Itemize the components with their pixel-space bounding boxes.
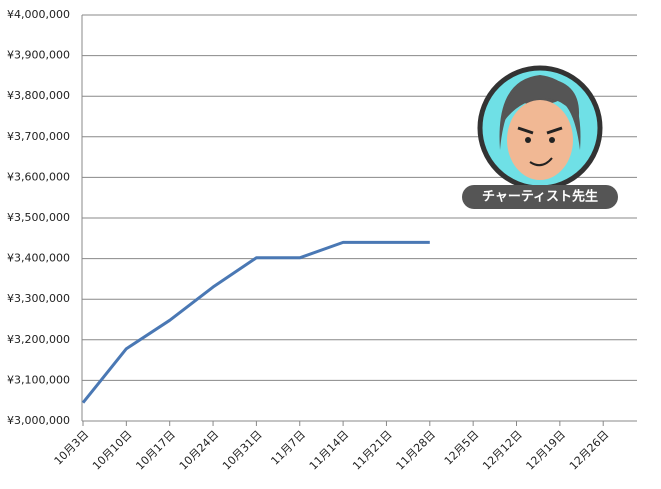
x-tick-label: 10月24日 bbox=[177, 428, 222, 473]
x-tick-label: 11月28日 bbox=[393, 428, 438, 473]
y-tick-label: ¥3,600,000 bbox=[7, 170, 70, 183]
line bbox=[81, 240, 430, 404]
x-tick-label: 12月26日 bbox=[567, 428, 612, 473]
annotation: チャーティスト先生 bbox=[482, 189, 598, 205]
avatar bbox=[477, 65, 603, 191]
y-tick-label: ¥3,500,000 bbox=[7, 211, 70, 224]
x-tick-label: 11月7日 bbox=[268, 428, 308, 468]
y-tick-label: ¥3,700,000 bbox=[7, 130, 70, 143]
x-tick-label: 10月31日 bbox=[220, 428, 265, 473]
y-tick-label: ¥3,800,000 bbox=[7, 89, 70, 102]
x-tick-label: 11月21日 bbox=[350, 428, 395, 473]
x-tick-label: 10月10日 bbox=[90, 428, 135, 473]
x-tick-label: 12月5日 bbox=[442, 428, 482, 468]
x-tick-label: 10月3日 bbox=[52, 428, 92, 468]
y-tick-label: ¥3,000,000 bbox=[7, 414, 70, 427]
x-tick-label: 12月12日 bbox=[480, 428, 525, 473]
x-tick-label: 12月19日 bbox=[524, 428, 569, 473]
badge bbox=[462, 185, 618, 209]
y-tick-label: ¥3,900,000 bbox=[7, 49, 70, 62]
y-tick-label: ¥3,300,000 bbox=[7, 292, 70, 305]
y-tick-label: ¥3,200,000 bbox=[7, 333, 70, 346]
x-tick-label: 10月17日 bbox=[133, 428, 178, 473]
y-tick-label: ¥4,000,000 bbox=[7, 8, 70, 21]
y-tick-label: ¥3,100,000 bbox=[7, 373, 70, 386]
y-tick-label: ¥3,400,000 bbox=[7, 252, 70, 265]
x-tick-label: 11月14日 bbox=[307, 428, 352, 473]
